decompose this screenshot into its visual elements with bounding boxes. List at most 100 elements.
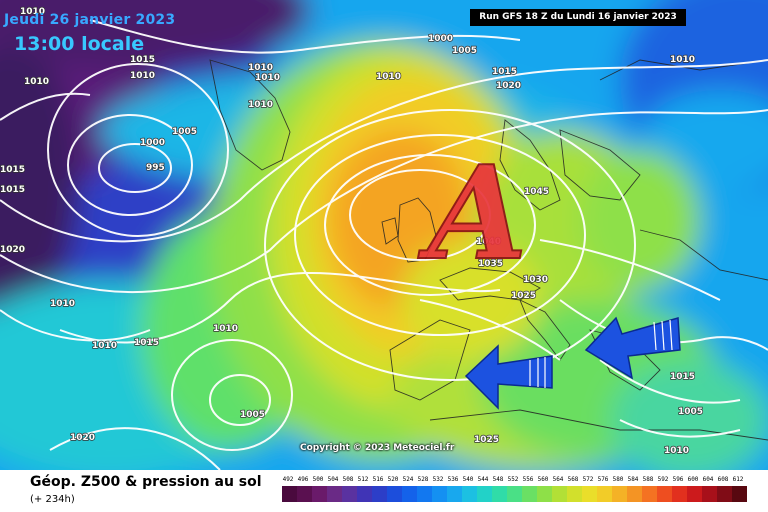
scale-tick-label: 584 [627,476,639,483]
scale-tick-label: 564 [552,476,564,483]
isobar-label: 1010 [248,100,273,110]
isobar-labels: 1010 1010 1015 1010 1005 1000 995 1015 1… [0,6,704,456]
scale-swatch [327,486,342,502]
isobar-label: 1010 [92,341,117,351]
isobar-label: 1010 [670,55,695,65]
isobar-label: 1040 [476,237,501,247]
scale-swatch [462,486,477,502]
scale-swatch [597,486,612,502]
isobar-label: 1010 [20,7,45,17]
scale-swatch [387,486,402,502]
scale-tick-label: 512 [357,476,369,483]
z500-color-scale: 492 496 500 504 508 512 516 520 524 528 532 536 540 5… [282,476,752,506]
forecast-local-time: 13:00 locale [14,33,145,55]
scale-swatch [402,486,417,502]
scale-swatch [732,486,747,502]
scale-swatch [507,486,522,502]
scale-tick-label: 552 [507,476,519,483]
scale-swatch [522,486,537,502]
isobars [0,19,768,470]
scale-swatch [372,486,387,502]
isobar-label: 1010 [213,324,238,334]
scale-swatch [567,486,582,502]
isobar-label: 1015 [492,67,517,77]
scale-swatch [342,486,357,502]
isobar-label: 1020 [0,245,25,255]
isobar-label: 995 [146,163,165,173]
isobar-label: 1015 [0,185,25,195]
airflow-arrows [464,316,681,410]
copyright-notice: Copyright © 2023 Meteociel.fr [300,443,455,453]
isobar-label: 1025 [474,435,499,445]
scale-tick-label: 496 [297,476,309,483]
scale-tick-label: 528 [417,476,429,483]
isobar-label: 1025 [511,291,536,301]
forecast-date: Jeudi 26 janvier 2023 [4,12,176,28]
scale-tick-label: 572 [582,476,594,483]
isobar-label: 1030 [523,275,548,285]
isobar-label: 1005 [452,46,477,56]
scale-swatch [417,486,432,502]
scale-swatch [492,486,507,502]
isobar-label: 1005 [240,410,265,420]
scale-swatch [297,486,312,502]
isobar-label: 1010 [255,73,280,83]
scale-tick-label: 532 [432,476,444,483]
scale-tick-label: 568 [567,476,579,483]
scale-swatch [432,486,447,502]
scale-swatch [657,486,672,502]
scale-swatch [447,486,462,502]
scale-swatch [642,486,657,502]
scale-tick-label: 612 [732,476,744,483]
scale-tick-label: 492 [282,476,294,483]
scale-tick-label: 540 [462,476,474,483]
scale-tick-label: 520 [387,476,399,483]
isobar-label: 1000 [140,138,165,148]
scale-tick-label: 580 [612,476,624,483]
isobar-label: 1015 [670,372,695,382]
model-run-info: Run GFS 18 Z du Lundi 16 janvier 2023 [470,9,686,26]
isobar-label: 1015 [0,165,25,175]
scale-swatch [627,486,642,502]
scale-swatch [717,486,732,502]
scale-tick-label: 560 [537,476,549,483]
isobar-label: 1035 [478,259,503,269]
scale-swatch [312,486,327,502]
scale-swatch [702,486,717,502]
scale-tick-label: 604 [702,476,714,483]
scale-swatch [357,486,372,502]
scale-tick-label: 608 [717,476,729,483]
scale-tick-label: 500 [312,476,324,483]
scale-tick-label: 544 [477,476,489,483]
scale-swatch [687,486,702,502]
geopotential-map: 1010 1010 1015 1010 1005 1000 995 1015 1… [0,0,768,470]
scale-tick-label: 556 [522,476,534,483]
scale-tick-label: 536 [447,476,459,483]
scale-swatch [537,486,552,502]
isobar-label: 1000 [428,34,453,44]
southwest-arrow-icon [584,316,681,380]
west-arrow-icon [464,344,553,410]
scale-swatch [552,486,567,502]
scale-tick-label: 504 [327,476,339,483]
isobar-label: 1005 [172,127,197,137]
isobar-label: 1010 [664,446,689,456]
scale-tick-label: 600 [687,476,699,483]
anticyclone-letter: A [418,139,527,289]
scale-swatch [612,486,627,502]
isobar-label: 1015 [130,55,155,65]
isobar-label: 1020 [496,81,521,91]
scale-tick-label: 524 [402,476,414,483]
isobar-label: 1045 [524,187,549,197]
scale-tick-label: 592 [657,476,669,483]
scale-tick-label: 596 [672,476,684,483]
scale-swatch [582,486,597,502]
isobar-label: 1015 [134,338,159,348]
isobar-label: 1010 [50,299,75,309]
scale-tick-label: 588 [642,476,654,483]
high-pressure-marker: A [417,138,528,290]
forecast-step: (+ 234h) [30,494,75,505]
scale-tick-label: 508 [342,476,354,483]
isobar-label: 1010 [248,63,273,73]
